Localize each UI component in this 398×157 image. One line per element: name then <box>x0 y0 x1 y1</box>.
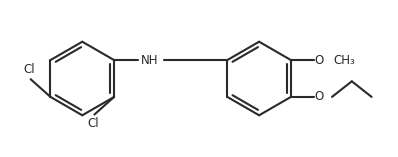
Text: Cl: Cl <box>87 117 99 130</box>
Text: Cl: Cl <box>23 63 35 76</box>
Text: CH₃: CH₃ <box>334 54 355 67</box>
Text: NH: NH <box>141 54 158 67</box>
Text: O: O <box>314 90 324 103</box>
Text: O: O <box>314 54 324 67</box>
